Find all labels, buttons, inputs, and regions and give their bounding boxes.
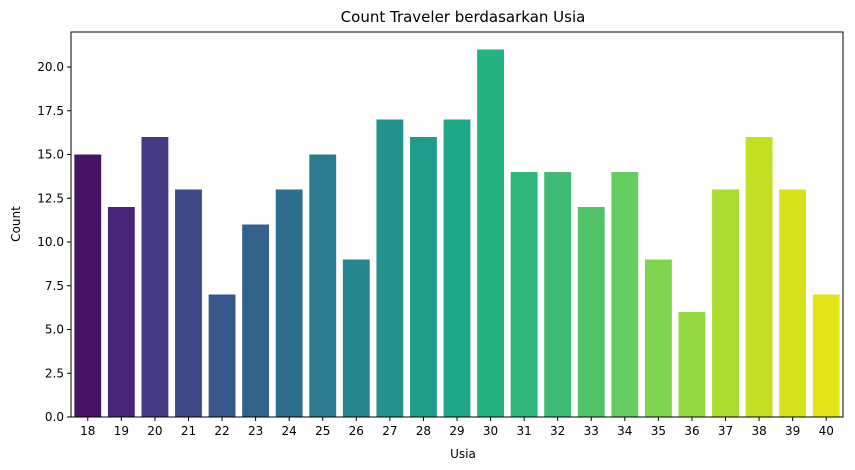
x-tick-label: 33 — [584, 424, 599, 438]
y-tick-label: 17.5 — [37, 104, 64, 118]
bar-31 — [510, 172, 538, 417]
bar-26 — [342, 259, 370, 417]
bar-19 — [107, 207, 135, 417]
x-tick-label: 23 — [248, 424, 263, 438]
chart-title: Count Traveler berdasarkan Usia — [341, 8, 586, 26]
bar-21 — [175, 189, 202, 417]
bar-24 — [275, 189, 303, 417]
plot-area — [74, 49, 840, 417]
x-tick-label: 28 — [416, 424, 431, 438]
x-tick-label: 34 — [617, 424, 632, 438]
x-tick-label: 22 — [214, 424, 229, 438]
x-tick-label: 36 — [684, 424, 699, 438]
bar-36 — [678, 312, 706, 417]
x-tick-label: 30 — [483, 424, 498, 438]
bar-33 — [577, 207, 605, 417]
y-tick-label: 2.5 — [45, 366, 64, 380]
bar-22 — [208, 294, 236, 417]
x-tick-label: 40 — [819, 424, 834, 438]
bar-27 — [376, 119, 404, 417]
x-tick-label: 38 — [751, 424, 766, 438]
bar-34 — [611, 172, 639, 417]
y-tick-label: 12.5 — [37, 191, 64, 205]
x-tick-label: 24 — [282, 424, 297, 438]
x-tick-label: 37 — [718, 424, 733, 438]
bar-25 — [309, 154, 337, 417]
bar-30 — [477, 49, 504, 417]
y-tick-label: 0.0 — [45, 410, 64, 424]
bar-18 — [74, 154, 102, 417]
bar-40 — [812, 294, 840, 417]
x-tick-label: 18 — [80, 424, 95, 438]
x-tick-label: 29 — [449, 424, 464, 438]
x-tick-label: 26 — [349, 424, 364, 438]
x-axis-label: Usia — [450, 447, 476, 461]
x-tick-label: 19 — [114, 424, 129, 438]
x-tick-label: 39 — [785, 424, 800, 438]
bar-39 — [779, 189, 807, 417]
y-axis: 0.0 2.5 5.0 7.5 10.0 12.5 15.0 17.5 20.0 — [37, 60, 71, 424]
bar-37 — [712, 189, 739, 417]
bar-23 — [242, 224, 270, 417]
bar-38 — [745, 137, 773, 417]
x-tick-label: 25 — [315, 424, 330, 438]
x-tick-label: 31 — [516, 424, 531, 438]
x-axis: 18 19 20 21 22 23 24 25 26 27 28 29 30 31 32 33 34 35 36 37… — [80, 417, 834, 438]
plot-frame — [70, 31, 844, 418]
y-tick-label: 7.5 — [45, 279, 64, 293]
bar-32 — [544, 172, 572, 417]
bar-20 — [141, 137, 169, 417]
bar-29 — [443, 119, 471, 417]
x-tick-label: 35 — [651, 424, 666, 438]
y-axis-label: Count — [9, 206, 23, 242]
x-tick-label: 21 — [181, 424, 196, 438]
x-tick-label: 20 — [147, 424, 162, 438]
bar-28 — [410, 137, 437, 417]
x-tick-label: 32 — [550, 424, 565, 438]
y-tick-label: 10.0 — [37, 235, 64, 249]
y-tick-label: 20.0 — [37, 60, 64, 74]
y-tick-label: 15.0 — [37, 148, 64, 162]
x-tick-label: 27 — [382, 424, 397, 438]
y-tick-label: 5.0 — [45, 323, 64, 337]
bar-35 — [644, 259, 672, 417]
